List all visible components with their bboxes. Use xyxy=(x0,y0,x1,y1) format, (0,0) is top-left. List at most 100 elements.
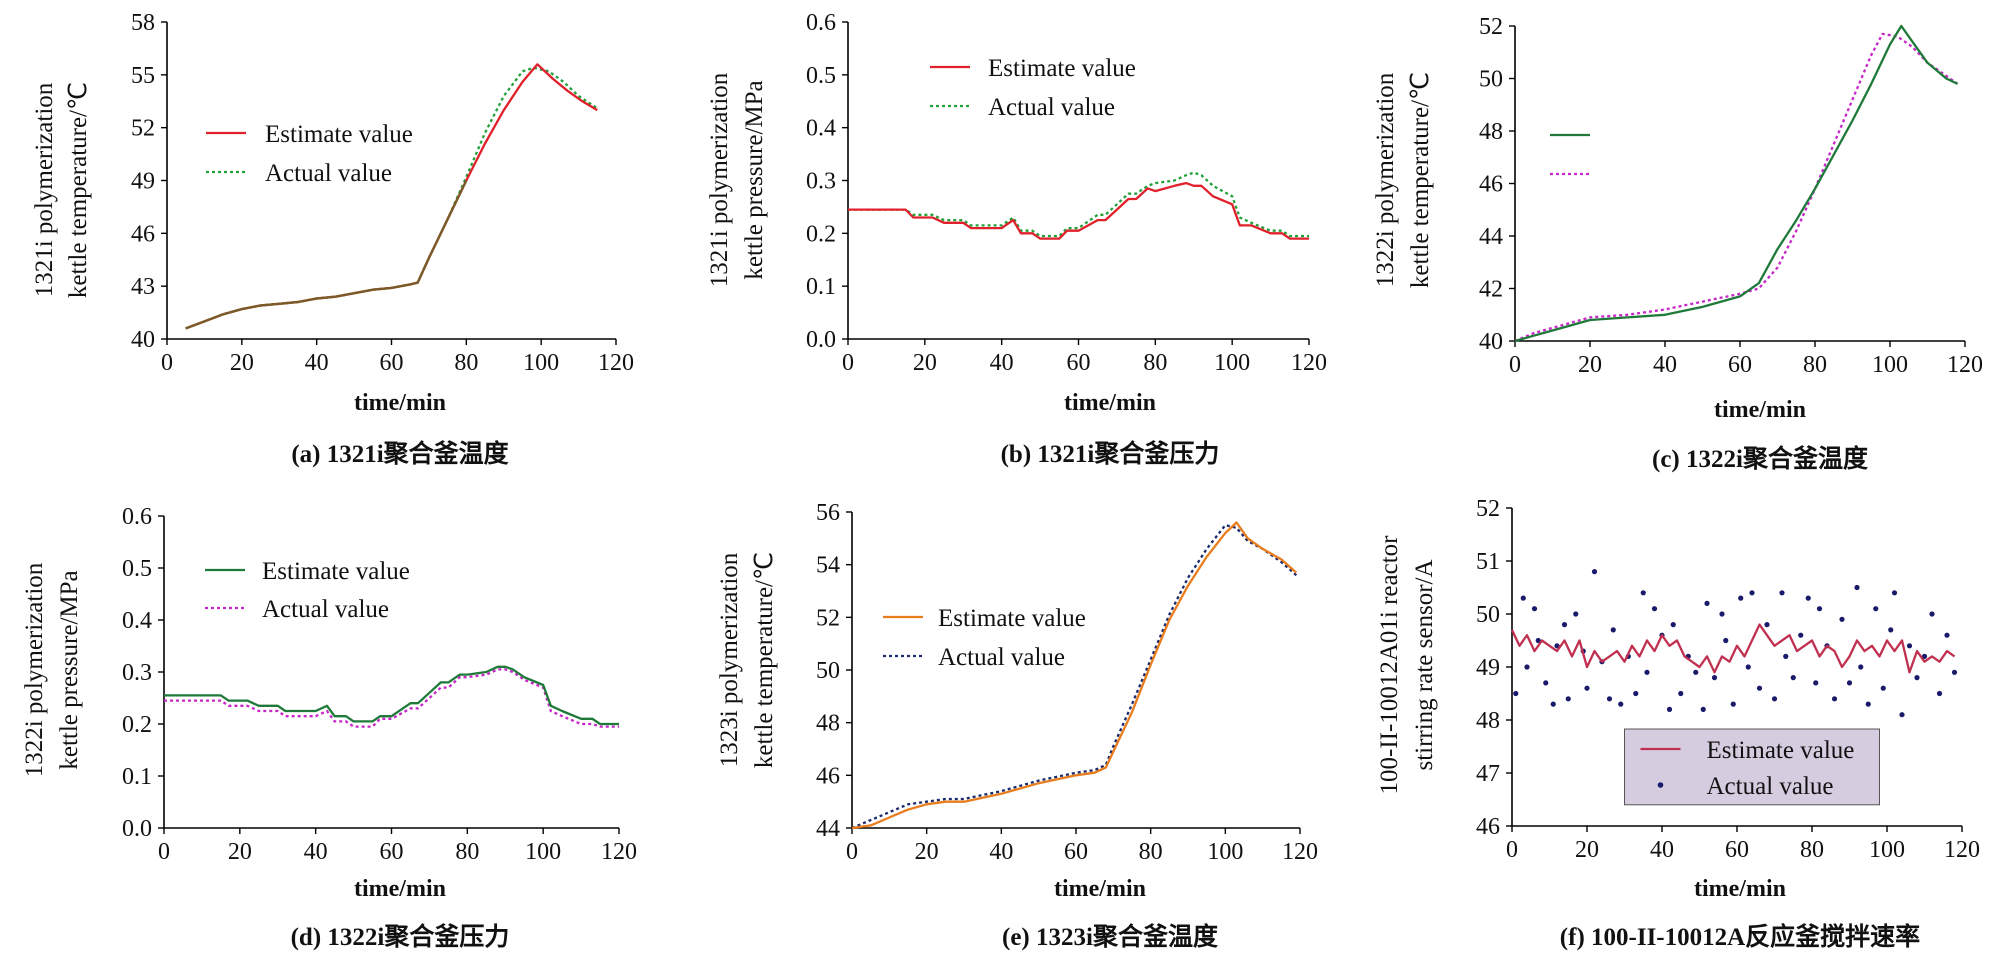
panel-f-actual-point xyxy=(1678,690,1684,697)
panel-e-estimate-line xyxy=(851,521,1298,830)
panel-f-actual-point xyxy=(1779,590,1785,596)
panel-c-ytick-label: 52 xyxy=(1479,14,1503,40)
panel-d: 1322i polymerization kettle pressure/MPa… xyxy=(21,504,637,951)
panel-f-actual-point xyxy=(1513,690,1519,697)
panel-e-xtick-label: 80 xyxy=(1139,839,1163,865)
panel-d-ytick-label: 0.0 xyxy=(122,816,152,842)
panel-f-ytick-label: 47 xyxy=(1476,761,1500,787)
panel-d-ylabel-line2: kettle pressure/MPa xyxy=(56,570,83,769)
panel-c: 1322i polymerization kettle temperature/… xyxy=(1372,14,1983,473)
panel-e-ytick-label: 52 xyxy=(816,605,840,631)
panel-e-ytick-label: 44 xyxy=(816,816,840,842)
panel-d-legend: Estimate value Actual value xyxy=(205,558,410,623)
panel-b-legend: Estimate value Actual value xyxy=(930,55,1136,121)
panel-f-actual-point xyxy=(1880,685,1886,691)
panel-c-xtick-label: 40 xyxy=(1653,352,1677,378)
panel-b-legend-actual-label: Actual value xyxy=(988,94,1115,121)
panel-a-ytick-label: 46 xyxy=(131,221,155,247)
panel-f-legend-estimate-label: Estimate value xyxy=(1707,737,1855,764)
panel-f-actual-point xyxy=(1929,611,1935,617)
panel-c-ytick-label: 46 xyxy=(1479,172,1503,198)
panel-a-xtick-label: 120 xyxy=(598,350,634,376)
panel-d-xtick-label: 100 xyxy=(525,839,561,865)
panel-f-actual-point xyxy=(1888,627,1894,633)
panel-d-ytick-label: 0.2 xyxy=(122,712,152,738)
panel-f-xtick-label: 20 xyxy=(1575,837,1599,863)
panel-c-xtick-label: 80 xyxy=(1803,352,1827,378)
panel-f-actual-point xyxy=(1723,637,1729,644)
panel-c-actual-line xyxy=(1514,32,1959,343)
panel-f-actual-point xyxy=(1543,680,1549,686)
panel-b-ytick-label: 0.1 xyxy=(806,274,836,300)
panel-f-ytick-label: 46 xyxy=(1476,814,1500,840)
panel-f-actual-point xyxy=(1610,627,1616,633)
panel-f-actual-point xyxy=(1554,643,1560,649)
panel-f-xtick-label: 0 xyxy=(1506,837,1518,863)
panel-e-xtick-label: 0 xyxy=(846,839,858,865)
panel-f-ytick-label: 48 xyxy=(1476,708,1500,734)
panel-d-ylabel-line1: 1322i polymerization xyxy=(21,562,48,777)
panel-e-xtick-label: 120 xyxy=(1282,839,1318,865)
panel-b-xlabel: time/min xyxy=(1064,390,1156,416)
panel-f-legend: Estimate value Actual value xyxy=(1624,728,1880,806)
panel-f-actual-point xyxy=(1914,675,1920,681)
panel-f-actual-point xyxy=(1854,584,1860,591)
panel-a-xtick-label: 100 xyxy=(523,350,559,376)
panel-b-ytick-label: 0.2 xyxy=(806,221,836,247)
panel-b-ytick-label: 0.5 xyxy=(806,63,836,89)
panel-f-legend-actual-swatch xyxy=(1657,782,1664,788)
panel-f-actual-point xyxy=(1531,606,1538,612)
panel-b-ytick-label: 0.4 xyxy=(806,116,836,142)
panel-a-ytick-label: 40 xyxy=(131,327,155,353)
panel-d-xtick-label: 120 xyxy=(601,839,637,865)
panel-f-actual-point xyxy=(1846,680,1853,686)
panel-f-xtick-label: 60 xyxy=(1725,837,1749,863)
panel-f-actual-point xyxy=(1798,632,1804,638)
panel-d-ytick-label: 0.1 xyxy=(122,764,152,790)
panel-f-actual-point xyxy=(1524,664,1530,670)
panel-b-xtick-label: 60 xyxy=(1067,350,1091,376)
panel-c-ytick-label: 48 xyxy=(1479,119,1503,145)
panel-d-caption: (d) 1322i聚合釜压力 xyxy=(291,922,510,951)
panel-a-ytick-label: 55 xyxy=(131,63,155,89)
panel-d-xtick-label: 40 xyxy=(304,839,328,865)
panel-e-xtick-label: 40 xyxy=(989,839,1013,865)
panel-f-actual-point xyxy=(1756,685,1763,691)
panel-f-actual-point xyxy=(1921,653,1928,660)
panel-e-xtick-label: 20 xyxy=(915,839,939,865)
panel-c-xlabel: time/min xyxy=(1714,397,1806,423)
panel-f-actual-point xyxy=(1764,622,1770,628)
panel-f-actual-point xyxy=(1816,606,1823,612)
panel-a-xtick-label: 80 xyxy=(454,350,478,376)
panel-b-xtick-label: 40 xyxy=(990,350,1014,376)
panel-f-actual-point xyxy=(1771,696,1778,702)
panel-f-xtick-label: 120 xyxy=(1944,837,1980,863)
panel-d-xtick-label: 80 xyxy=(455,839,479,865)
panel-e-ytick-label: 50 xyxy=(816,658,840,684)
panel-f-actual-point xyxy=(1873,606,1879,612)
panel-e-xlabel: time/min xyxy=(1054,876,1146,902)
panel-f-actual-point xyxy=(1906,643,1913,649)
panel-f-actual-point xyxy=(1693,669,1699,675)
panel-a-legend-estimate-label: Estimate value xyxy=(265,121,413,148)
panel-e-legend-estimate-label: Estimate value xyxy=(938,605,1086,632)
panel-e-actual-line xyxy=(851,524,1298,830)
panel-e-xtick-label: 60 xyxy=(1064,839,1088,865)
panel-f-actual-point xyxy=(1535,637,1541,644)
panel-f-actual-point xyxy=(1550,701,1556,707)
panel-b-legend-estimate-label: Estimate value xyxy=(988,55,1136,82)
panel-c-ylabel-line2: kettle temperature/℃ xyxy=(1407,72,1434,288)
panel-d-xtick-label: 20 xyxy=(228,839,252,865)
panel-b-ytick-label: 0.6 xyxy=(806,10,836,36)
panel-f-actual-point xyxy=(1805,595,1811,601)
panel-a-actual-line xyxy=(185,66,598,330)
panel-f-actual-point xyxy=(1745,664,1751,670)
panel-c-ytick-label: 40 xyxy=(1479,329,1503,355)
panel-f-actual-point xyxy=(1831,696,1838,702)
panel-d-xtick-label: 0 xyxy=(158,839,170,865)
panel-c-xtick-label: 20 xyxy=(1578,352,1602,378)
panel-f-ytick-label: 50 xyxy=(1476,602,1500,628)
panel-e-ytick-label: 54 xyxy=(816,553,840,579)
panel-d-ytick-label: 0.4 xyxy=(122,608,152,634)
